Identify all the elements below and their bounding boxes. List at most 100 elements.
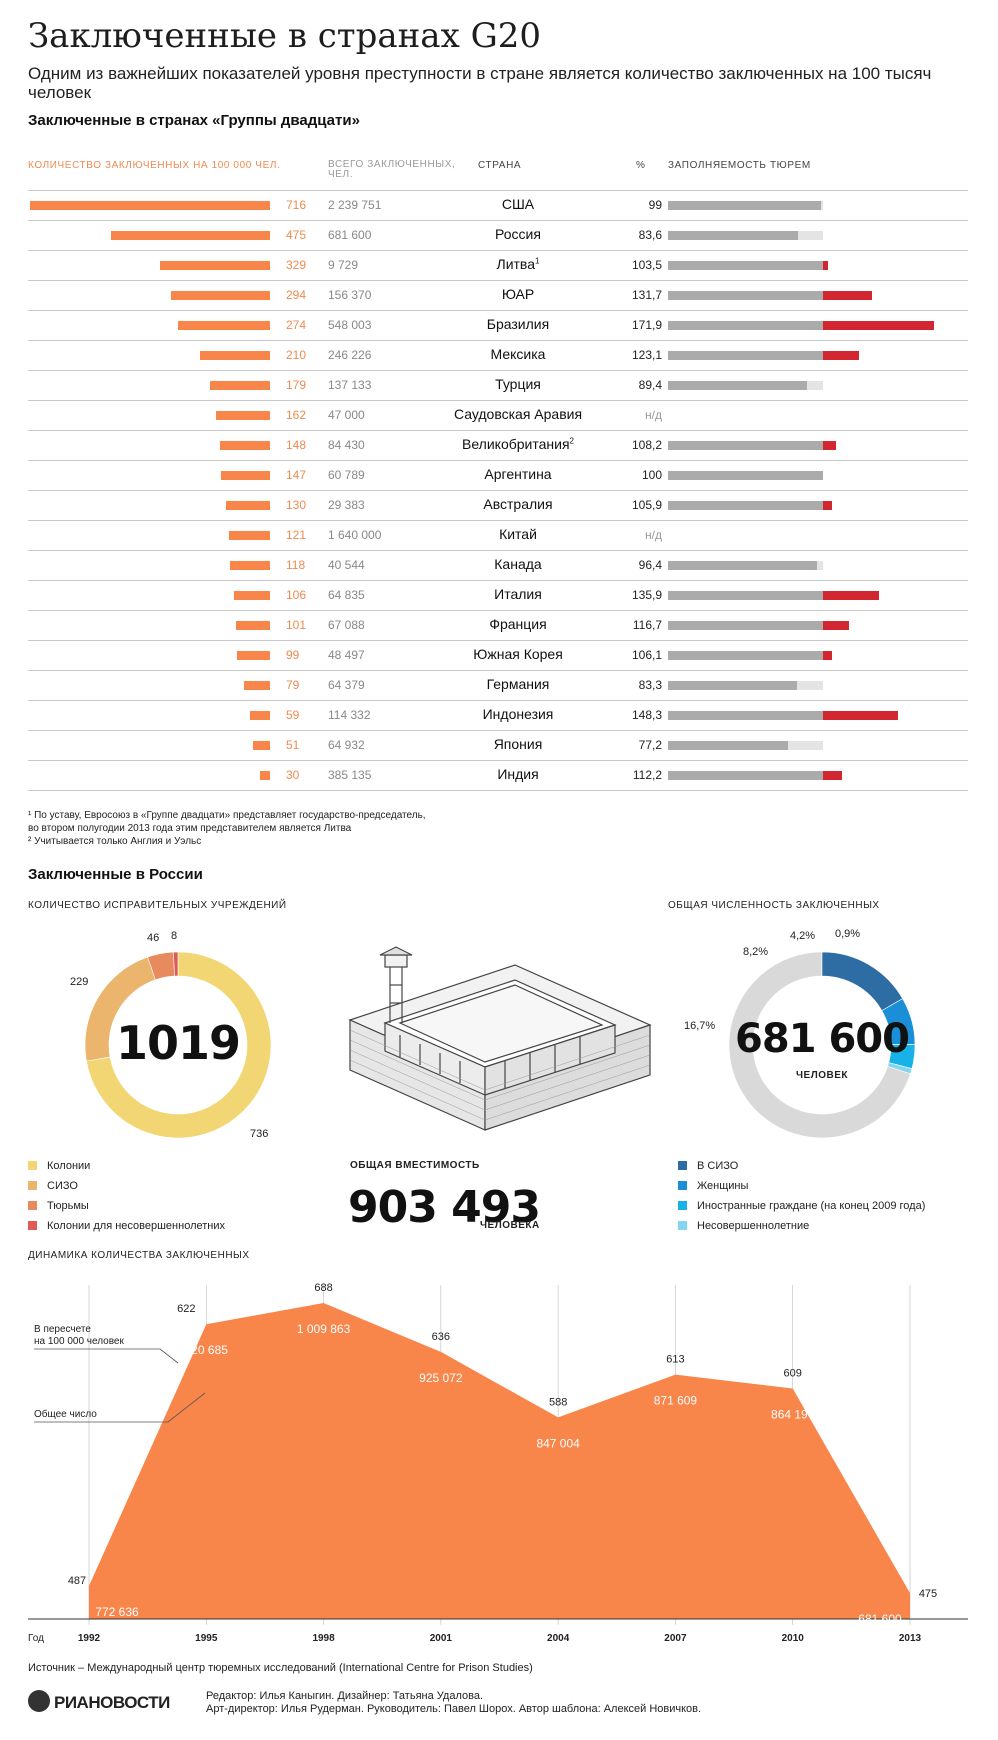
donut2-label-juveniles: 0,9%	[835, 928, 861, 940]
total-value: 9 729	[328, 258, 359, 272]
table-row: 30 385 135 Индия 112,2	[28, 761, 968, 791]
total-data-label: 847 004	[536, 1436, 580, 1450]
rate-bar	[230, 561, 270, 570]
overcrowding-bar	[823, 501, 833, 510]
occupancy-value: 135,9	[631, 588, 662, 602]
row-divider	[28, 700, 968, 701]
total-value: 60 789	[328, 468, 365, 482]
table-row: 274 548 003 Бразилия 171,9	[28, 311, 968, 341]
row-divider	[28, 250, 968, 251]
rate-value: 274	[286, 318, 307, 332]
total-value: 114 332	[328, 708, 371, 722]
occupancy-value: 112,2	[632, 768, 662, 782]
col-head-rate: КОЛИЧЕСТВО ЗАКЛЮЧЕННЫХ НА 100 000 ЧЕЛ.	[28, 160, 281, 171]
total-value: 137 133	[328, 378, 372, 392]
ria-logo: РИАНОВОСТИ	[28, 1690, 170, 1713]
page-title: Заключенные в странах G20	[28, 16, 541, 56]
legend-swatch	[28, 1221, 37, 1230]
credits-line-1: Редактор: Илья Каныгин. Дизайнер: Татьян…	[206, 1690, 483, 1702]
occupancy-bar	[668, 711, 823, 720]
table-row: 59 114 332 Индонезия 148,3	[28, 701, 968, 731]
donut2-label-foreigners: 4,2%	[790, 930, 816, 942]
x-tick-label: 2010	[782, 1633, 805, 1644]
legend-swatch	[28, 1161, 37, 1170]
table-row: 475 681 600 Россия 83,6	[28, 221, 968, 251]
row-divider	[28, 670, 968, 671]
occupancy-value: 131,7	[631, 288, 662, 302]
logo-text: РИАНОВОСТИ	[54, 1693, 170, 1712]
country-name: Аргентина	[484, 466, 552, 482]
total-value: 64 379	[328, 678, 365, 692]
dynamics-area-chart: 1992 1995 1998 2001 2004 2007 2010 2013 Год 772 6…	[28, 1282, 968, 1644]
table-row: 106 64 835 Италия 135,9	[28, 581, 968, 611]
donut-slice	[173, 951, 179, 977]
row-divider	[28, 580, 968, 581]
overcrowding-bar	[823, 771, 842, 780]
occupancy-value: н/д	[645, 408, 662, 422]
total-value: 385 135	[328, 768, 372, 782]
legend-label: Несовершеннолетние	[697, 1220, 810, 1232]
donut2-label-sizo: 16,7%	[684, 1020, 716, 1032]
donut-slice	[821, 951, 904, 1012]
annotation-leader-rate	[34, 1348, 179, 1364]
total-data-label: 920 685	[185, 1343, 229, 1357]
rate-bar	[110, 231, 270, 240]
row-divider	[28, 340, 968, 341]
legend-label: Тюрьмы	[47, 1200, 89, 1212]
credits-line-2: Арт-директор: Илья Рудерман. Руководител…	[206, 1703, 702, 1715]
legend-label: СИЗО	[47, 1180, 78, 1192]
rate-bar	[259, 771, 270, 780]
page-subtitle: Одним из важнейших показателей уровня пр…	[28, 64, 932, 102]
footnote-marker: 1	[535, 256, 540, 266]
rate-bar	[220, 441, 270, 450]
occupancy-bar	[668, 351, 823, 360]
total-value: 47 000	[328, 408, 365, 422]
occupancy-bar	[668, 471, 823, 480]
country-name: Южная Корея	[473, 646, 563, 662]
row-divider	[28, 430, 968, 431]
total-data-label: 772 636	[95, 1605, 139, 1619]
table-row: 130 29 383 Австралия 105,9	[28, 491, 968, 521]
population-total: 681 600	[735, 1016, 910, 1062]
occupancy-bar	[668, 291, 823, 300]
rate-value: 121	[286, 528, 307, 542]
occupancy-value: 100	[641, 468, 662, 482]
rate-bar	[250, 711, 270, 720]
population-title: ОБЩАЯ ЧИСЛЕННОСТЬ ЗАКЛЮЧЕННЫХ	[668, 900, 880, 911]
rate-value: 294	[286, 288, 307, 302]
donut1-label-sizo: 229	[70, 976, 89, 988]
occupancy-value: 116,7	[632, 618, 662, 632]
occupancy-bar	[668, 681, 798, 690]
country-name: Франция	[489, 616, 547, 632]
legend-swatch	[678, 1181, 687, 1190]
annotation-rate: В пересчете	[34, 1324, 91, 1335]
donut-slice	[86, 951, 272, 1139]
country-name: Япония	[493, 736, 543, 752]
row-divider	[28, 550, 968, 551]
row-divider	[28, 520, 968, 521]
x-tick-label: 2004	[547, 1633, 570, 1644]
country-name: Турция	[495, 376, 541, 392]
capacity-title: ОБЩАЯ ВМЕСТИМОСТЬ	[350, 1160, 480, 1171]
overcrowding-bar	[823, 351, 859, 360]
legend-label: В СИЗО	[697, 1160, 739, 1172]
occupancy-bar	[668, 771, 823, 780]
occupancy-bar	[668, 591, 823, 600]
rate-data-label: 475	[919, 1588, 937, 1600]
donut1-label-colonies: 736	[250, 1128, 269, 1140]
row-divider	[28, 400, 968, 401]
table-row: 210 246 226 Мексика 123,1	[28, 341, 968, 371]
russia-section-title: Заключенные в России	[28, 866, 203, 883]
table-row: 147 60 789 Аргентина 100	[28, 461, 968, 491]
rate-data-label: 688	[314, 1282, 332, 1294]
area-series-total	[89, 1303, 910, 1619]
x-tick-label: 1995	[195, 1633, 218, 1644]
rate-bar	[159, 261, 270, 270]
rate-value: 106	[286, 588, 307, 602]
rate-value: 51	[286, 738, 300, 752]
capacity-value: 903 493	[348, 1182, 541, 1233]
table-row: 118 40 544 Канада 96,4	[28, 551, 968, 581]
rate-value: 30	[286, 768, 300, 782]
occupancy-bar	[668, 381, 807, 390]
footnote-2: ² Учитывается только Англия и Уэльс	[28, 836, 202, 847]
